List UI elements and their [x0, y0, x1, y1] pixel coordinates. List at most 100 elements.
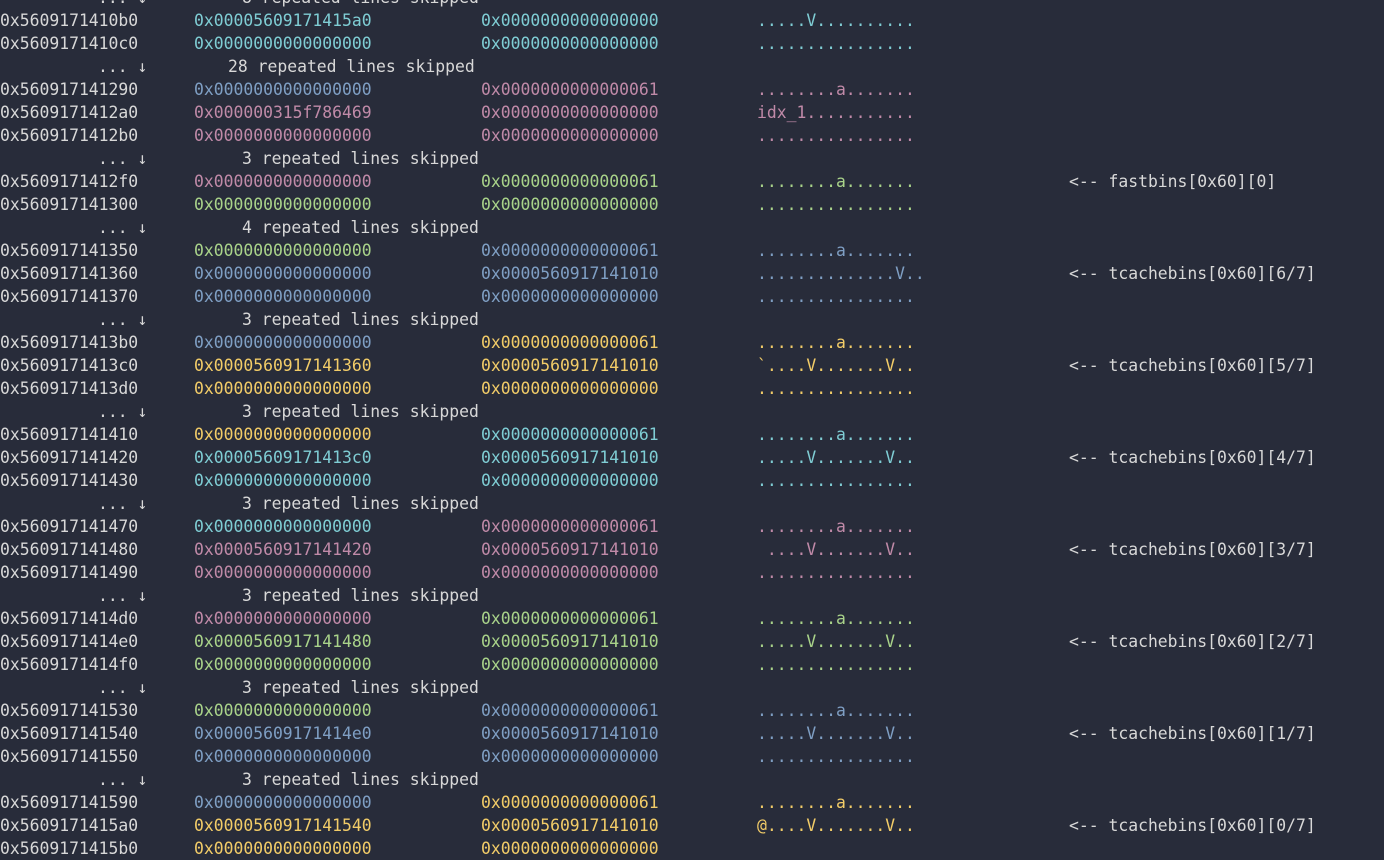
- memory-address: 0x560917141300: [0, 195, 139, 214]
- ascii-dump: ................: [757, 379, 915, 398]
- ascii-dump: ........a.......: [757, 793, 915, 812]
- skip-message: 28 repeated lines skipped: [228, 57, 475, 76]
- memory-row: 0x560917141530 0x0000000000000000 0x000000…: [0, 699, 1384, 722]
- qword-value-1: 0x00005609171415a0: [194, 11, 372, 30]
- qword-value-2: 0x0000000000000061: [481, 701, 659, 720]
- repeated-lines-skipped-row: ... ↓ 3 repeated lines skipped: [0, 400, 1384, 423]
- qword-value-1: 0x0000000000000000: [194, 839, 372, 858]
- memory-row: 0x560917141420 0x00005609171413c0 0x000056…: [0, 446, 1384, 469]
- memory-address: 0x560917141550: [0, 747, 139, 766]
- memory-row: 0x5609171413c0 0x0000560917141360 0x000056…: [0, 354, 1384, 377]
- memory-row: 0x5609171410b0 0x00005609171415a0 0x000000…: [0, 9, 1384, 32]
- ascii-dump: ........a.......: [757, 172, 915, 191]
- memory-address: 0x5609171414e0: [0, 632, 139, 651]
- qword-value-1: 0x0000000000000000: [194, 793, 372, 812]
- memory-row: 0x5609171414e0 0x0000560917141480 0x000056…: [0, 630, 1384, 653]
- bin-annotation: <-- tcachebins[0x60][6/7]: [1069, 264, 1316, 283]
- qword-value-1: 0x0000000000000000: [194, 287, 372, 306]
- qword-value-2: 0x0000000000000000: [481, 287, 659, 306]
- ascii-dump: ........a.......: [757, 517, 915, 536]
- memory-address: 0x560917141480: [0, 540, 139, 559]
- ascii-dump: ................: [757, 655, 915, 674]
- qword-value-2: 0x0000000000000000: [481, 563, 659, 582]
- memory-row: 0x5609171412a0 0x000000315f786469 0x000000…: [0, 101, 1384, 124]
- skip-message: 3 repeated lines skipped: [242, 586, 479, 605]
- memory-row: 0x560917141430 0x0000000000000000 0x000000…: [0, 469, 1384, 492]
- memory-row: 0x5609171412b0 0x0000000000000000 0x000000…: [0, 124, 1384, 147]
- memory-row: 0x560917141470 0x0000000000000000 0x000000…: [0, 515, 1384, 538]
- memory-row: 0x5609171413b0 0x0000000000000000 0x000000…: [0, 331, 1384, 354]
- memory-row: 0x5609171414f0 0x0000000000000000 0x000000…: [0, 653, 1384, 676]
- skip-arrow: ... ↓: [98, 57, 148, 76]
- memory-address: 0x560917141370: [0, 287, 139, 306]
- qword-value-1: 0x0000000000000000: [194, 195, 372, 214]
- bin-annotation: <-- tcachebins[0x60][0/7]: [1069, 816, 1316, 835]
- memory-address: 0x5609171414d0: [0, 609, 139, 628]
- memory-row: 0x560917141290 0x0000000000000000 0x000000…: [0, 78, 1384, 101]
- qword-value-1: 0x0000560917141360: [194, 356, 372, 375]
- ascii-dump: ........a.......: [757, 241, 915, 260]
- memory-address: 0x5609171412f0: [0, 172, 139, 191]
- qword-value-1: 0x0000000000000000: [194, 264, 372, 283]
- memory-address: 0x560917141490: [0, 563, 139, 582]
- ascii-dump: ....V.......V..: [757, 540, 915, 559]
- repeated-lines-skipped-row: ... ↓ 8 repeated lines skipped: [0, 0, 1384, 9]
- memory-row: 0x560917141350 0x0000000000000000 0x000000…: [0, 239, 1384, 262]
- bin-annotation: <-- tcachebins[0x60][5/7]: [1069, 356, 1316, 375]
- skip-message: 8 repeated lines skipped: [242, 0, 479, 9]
- memory-address: 0x5609171415a0: [0, 816, 139, 835]
- qword-value-2: 0x0000000000000000: [481, 195, 659, 214]
- memory-address: 0x5609171414f0: [0, 655, 139, 674]
- ascii-dump: .....V.......V..: [757, 724, 915, 743]
- ascii-dump: ........a.......: [757, 80, 915, 99]
- repeated-lines-skipped-row: ... ↓ 3 repeated lines skipped: [0, 676, 1384, 699]
- qword-value-1: 0x0000000000000000: [194, 609, 372, 628]
- qword-value-2: 0x0000560917141010: [481, 356, 659, 375]
- qword-value-2: 0x0000000000000061: [481, 80, 659, 99]
- qword-value-2: 0x0000560917141010: [481, 448, 659, 467]
- qword-value-1: 0x000000315f786469: [194, 103, 372, 122]
- ascii-dump: ................: [757, 563, 915, 582]
- memory-address: 0x560917141360: [0, 264, 139, 283]
- qword-value-1: 0x0000000000000000: [194, 241, 372, 260]
- repeated-lines-skipped-row: ... ↓ 3 repeated lines skipped: [0, 492, 1384, 515]
- memory-address: 0x560917141350: [0, 241, 139, 260]
- skip-message: 3 repeated lines skipped: [242, 770, 479, 789]
- qword-value-1: 0x0000000000000000: [194, 126, 372, 145]
- qword-value-2: 0x0000000000000061: [481, 333, 659, 352]
- skip-arrow: ... ↓: [98, 0, 147, 9]
- skip-message: 3 repeated lines skipped: [242, 149, 479, 168]
- memory-row: 0x5609171412f0 0x0000000000000000 0x000000…: [0, 170, 1384, 193]
- memory-address: 0x5609171413b0: [0, 333, 139, 352]
- skip-arrow: ... ↓: [98, 494, 148, 513]
- skip-message: 3 repeated lines skipped: [242, 494, 479, 513]
- qword-value-2: 0x0000000000000061: [481, 172, 659, 191]
- qword-value-1: 0x0000560917141420: [194, 540, 372, 559]
- bin-annotation: <-- tcachebins[0x60][2/7]: [1069, 632, 1316, 651]
- qword-value-2: 0x0000000000000000: [481, 655, 659, 674]
- qword-value-1: 0x00005609171414e0: [194, 724, 372, 743]
- memory-address: 0x560917141540: [0, 724, 139, 743]
- qword-value-2: 0x0000000000000000: [481, 839, 659, 858]
- qword-value-1: 0x0000000000000000: [194, 701, 372, 720]
- qword-value-2: 0x0000560917141010: [481, 816, 659, 835]
- memory-address: 0x5609171412b0: [0, 126, 139, 145]
- qword-value-1: 0x00005609171413c0: [194, 448, 372, 467]
- qword-value-1: 0x0000000000000000: [194, 517, 372, 536]
- qword-value-2: 0x0000560917141010: [481, 264, 659, 283]
- qword-value-2: 0x0000000000000000: [481, 747, 659, 766]
- qword-value-2: 0x0000000000000061: [481, 425, 659, 444]
- qword-value-1: 0x0000560917141480: [194, 632, 372, 651]
- memory-row: 0x560917141300 0x0000000000000000 0x000000…: [0, 193, 1384, 216]
- skip-arrow: ... ↓: [98, 586, 148, 605]
- memory-address: 0x5609171410c0: [0, 34, 139, 53]
- memory-row: 0x5609171413d0 0x0000000000000000 0x000000…: [0, 377, 1384, 400]
- qword-value-1: 0x0000000000000000: [194, 655, 372, 674]
- skip-arrow: ... ↓: [98, 149, 148, 168]
- qword-value-2: 0x0000000000000061: [481, 793, 659, 812]
- repeated-lines-skipped-row: ... ↓ 3 repeated lines skipped: [0, 768, 1384, 791]
- skip-message: 3 repeated lines skipped: [242, 678, 479, 697]
- repeated-lines-skipped-row: ... ↓ 3 repeated lines skipped: [0, 147, 1384, 170]
- memory-address: 0x560917141290: [0, 80, 139, 99]
